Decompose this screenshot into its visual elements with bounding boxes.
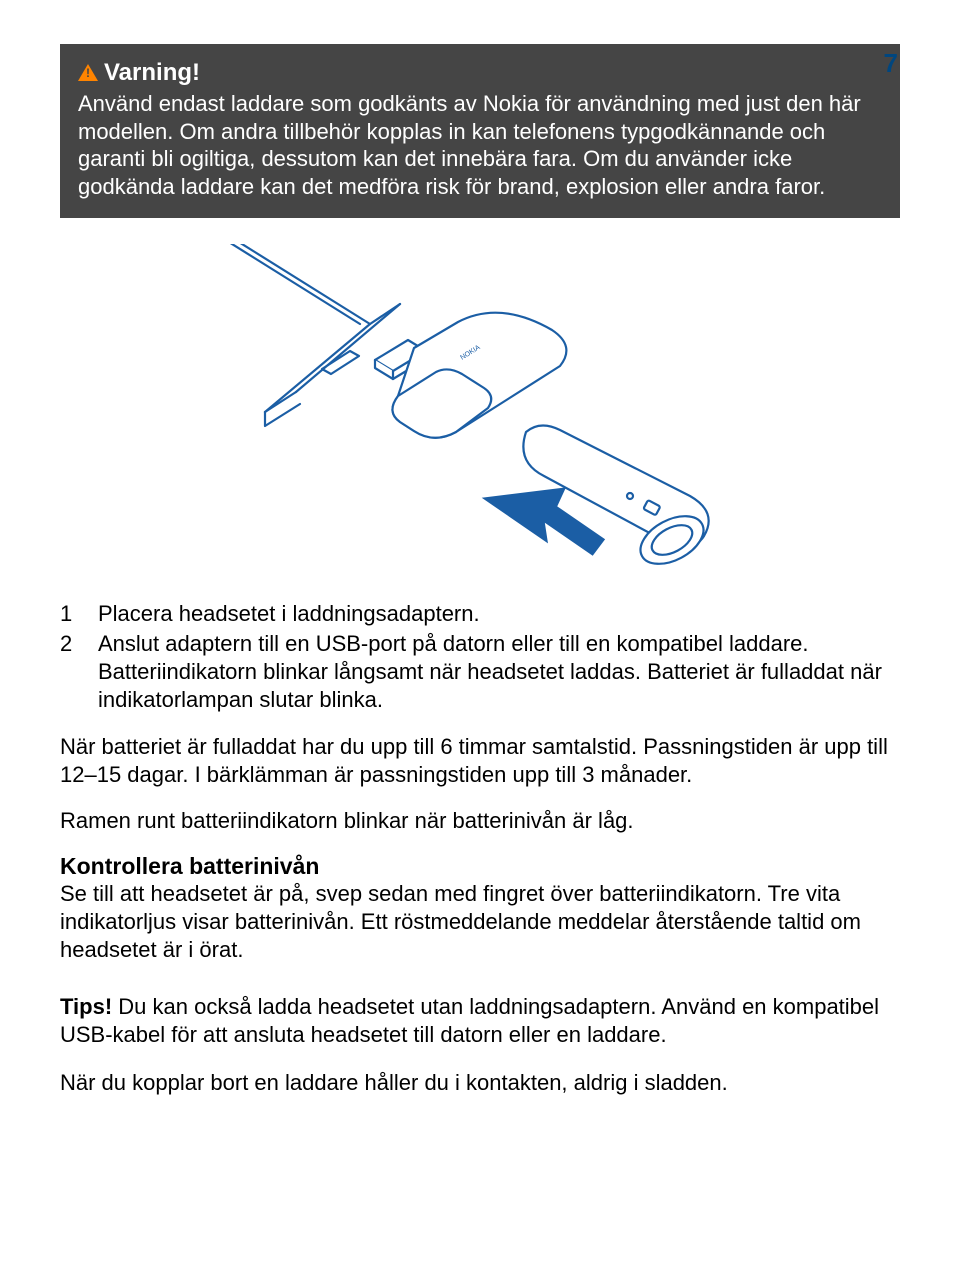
step-number: 2 [60, 630, 98, 714]
section-heading: Kontrollera batterinivån [60, 853, 900, 880]
warning-title: Varning! [104, 58, 200, 88]
illustration-svg: NOKIA [200, 244, 760, 574]
tip-body: Du kan också ladda headsetet utan laddni… [60, 994, 879, 1047]
warning-icon [78, 64, 98, 81]
tip-label: Tips! [60, 994, 112, 1019]
warning-body: Använd endast laddare som godkänts av No… [78, 90, 882, 200]
illustration: NOKIA [200, 244, 760, 574]
step-row: 2 Anslut adaptern till en USB-port på da… [60, 630, 900, 714]
step-row: 1 Placera headsetet i laddningsadaptern. [60, 600, 900, 628]
section-body: Se till att headsetet är på, svep sedan … [60, 880, 900, 964]
warning-title-row: Varning! [78, 58, 882, 88]
step-text: Anslut adaptern till en USB-port på dato… [98, 630, 900, 714]
final-paragraph: När du kopplar bort en laddare håller du… [60, 1069, 900, 1097]
step-text: Placera headsetet i laddningsadaptern. [98, 600, 900, 628]
warning-box: Varning! Använd endast laddare som godkä… [60, 44, 900, 218]
step-number: 1 [60, 600, 98, 628]
step-list: 1 Placera headsetet i laddningsadaptern.… [60, 600, 900, 715]
paragraph: Ramen runt batteriindikatorn blinkar när… [60, 807, 900, 835]
laptop-icon [200, 244, 400, 426]
tip-block: Tips! Du kan också ladda headsetet utan … [60, 993, 900, 1049]
page-number: 7 [884, 48, 898, 79]
paragraph: När batteriet är fulladdat har du upp ti… [60, 733, 900, 789]
page: 7 Varning! Använd endast laddare som god… [0, 44, 960, 1278]
usb-adapter-icon: NOKIA [375, 313, 566, 438]
